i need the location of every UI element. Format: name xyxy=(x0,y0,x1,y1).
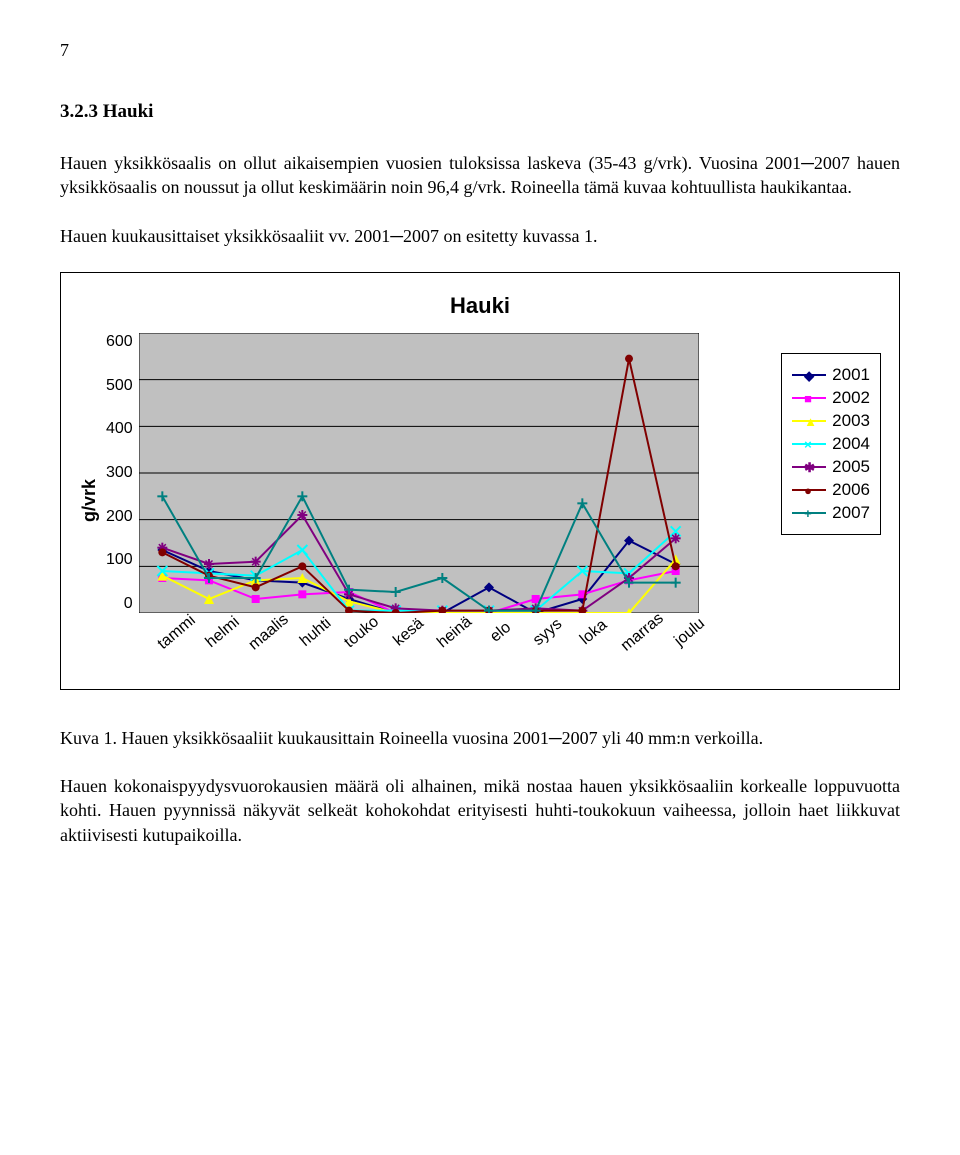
legend-item: ■ 2002 xyxy=(792,388,870,408)
paragraph-3: Hauen kokonaispyydysvuorokausien määrä o… xyxy=(60,774,900,847)
legend-label: 2003 xyxy=(832,411,870,431)
chart-plot xyxy=(139,333,699,613)
paragraph-2: Hauen kuukausittaiset yksikkösaaliit vv.… xyxy=(60,224,900,248)
legend-label: 2001 xyxy=(832,365,870,385)
ytick-label: 0 xyxy=(106,595,133,613)
legend-item: ✱ 2005 xyxy=(792,457,870,477)
ytick-label: 500 xyxy=(106,377,133,395)
chart-xlabels: tammihelmimaalishuhtitoukokesäheinäelosy… xyxy=(139,615,699,669)
legend-label: 2005 xyxy=(832,457,870,477)
ytick-label: 200 xyxy=(106,508,133,526)
ytick-label: 400 xyxy=(106,420,133,438)
legend-swatch: ◆ xyxy=(792,368,826,382)
chart-legend: ◆ 2001 ■ 2002 ▲ 2003 × 2004 ✱ 2005 ● 2006 +2007 xyxy=(781,353,881,535)
legend-item: ◆ 2001 xyxy=(792,365,870,385)
section-heading: 3.2.3 Hauki xyxy=(60,101,900,123)
legend-label: 2004 xyxy=(832,434,870,454)
chart-caption: Kuva 1. Hauen yksikkösaaliit kuukausitta… xyxy=(60,726,900,750)
legend-item: ▲ 2003 xyxy=(792,411,870,431)
legend-swatch: ■ xyxy=(792,391,826,405)
paragraph-1: Hauen yksikkösaalis on ollut aikaisempie… xyxy=(60,151,900,200)
chart-title: Hauki xyxy=(79,293,881,319)
chart-yticks: 600 500 400 300 200 100 0 xyxy=(106,333,133,613)
legend-label: 2007 xyxy=(832,503,870,523)
legend-label: 2006 xyxy=(832,480,870,500)
legend-label: 2002 xyxy=(832,388,870,408)
ytick-label: 300 xyxy=(106,464,133,482)
legend-item: +2007 xyxy=(792,503,870,523)
legend-swatch: ▲ xyxy=(792,414,826,428)
legend-item: ● 2006 xyxy=(792,480,870,500)
legend-swatch: × xyxy=(792,437,826,451)
chart-container: Hauki g/vrk 600 500 400 300 200 100 0 tammihel… xyxy=(60,272,900,690)
page-number: 7 xyxy=(60,40,900,61)
legend-swatch: ● xyxy=(792,483,826,497)
chart-ylabel: g/vrk xyxy=(79,479,100,522)
ytick-label: 100 xyxy=(106,551,133,569)
legend-item: × 2004 xyxy=(792,434,870,454)
ytick-label: 600 xyxy=(106,333,133,351)
legend-swatch: ✱ xyxy=(792,460,826,474)
legend-swatch: + xyxy=(792,506,826,520)
